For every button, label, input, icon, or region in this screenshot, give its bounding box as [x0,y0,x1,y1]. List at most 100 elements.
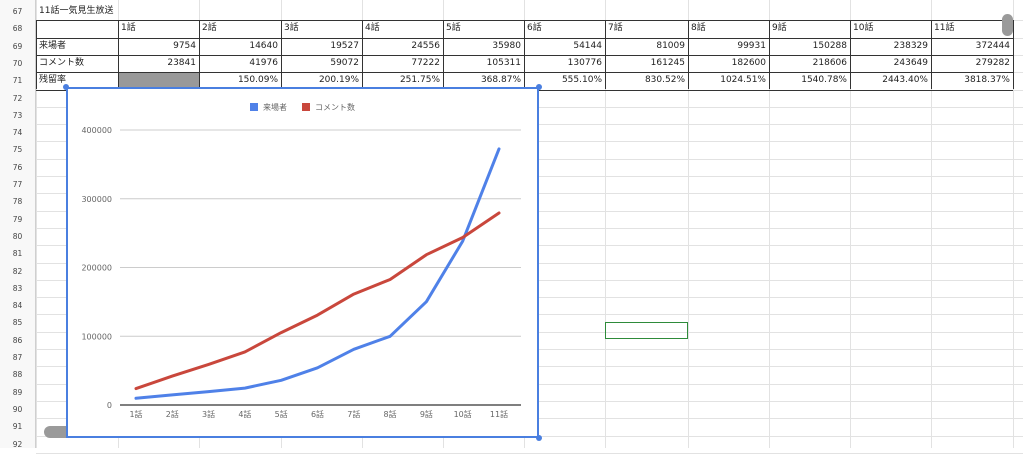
row-number[interactable]: 83 [12,283,23,293]
episode-header-cell[interactable]: 1話 [121,23,136,34]
vertical-scrollbar-thumb[interactable] [1002,14,1013,36]
episode-header-cell[interactable]: 9話 [772,23,787,34]
row-number[interactable]: 92 [12,439,23,449]
episode-header-cell[interactable]: 7話 [608,23,623,34]
value-cell[interactable]: 238329 [893,40,928,51]
row-number[interactable]: 86 [12,335,23,345]
table-border [931,20,932,89]
series-line-1[interactable] [134,147,501,400]
row-number[interactable]: 89 [12,387,23,397]
value-cell[interactable]: 161245 [650,57,685,68]
row-number[interactable]: 72 [12,93,23,103]
y-tick-label: 0 [107,401,112,410]
value-cell[interactable]: 372444 [975,40,1010,51]
value-cell[interactable]: 182600 [731,57,766,68]
row-header-gutter [0,0,36,448]
value-cell[interactable]: 19527 [330,40,359,51]
episode-header-cell[interactable]: 6話 [527,23,542,34]
value-cell[interactable]: 1540.78% [801,75,847,86]
table-border [850,20,851,89]
row-number[interactable]: 67 [12,7,23,16]
value-cell[interactable]: 2443.40% [882,75,928,86]
chart-resize-handle-top-left[interactable] [63,84,69,90]
row-number[interactable]: 81 [12,249,23,259]
active-cell-outline[interactable] [605,322,688,339]
row-number[interactable]: 82 [12,266,23,276]
row-label-cell[interactable]: 来場者 [39,40,67,51]
row-number[interactable]: 78 [12,197,23,207]
table-border [281,20,282,89]
value-cell[interactable]: 77222 [411,57,440,68]
value-cell[interactable]: 368.87% [480,75,521,86]
row-label-cell[interactable]: 残留率 [39,75,67,86]
x-tick-label: 10話 [454,409,472,419]
column-gridline [769,0,770,448]
legend-label[interactable]: 来場者 [263,102,287,112]
row-number[interactable]: 80 [12,231,23,241]
episode-header-cell[interactable]: 11話 [934,23,955,34]
column-gridline [931,0,932,448]
row-number[interactable]: 79 [12,214,23,224]
row-number[interactable]: 74 [12,128,23,138]
x-tick-label: 1話 [129,409,142,419]
value-cell[interactable]: 279282 [975,57,1010,68]
value-cell[interactable]: 99931 [737,40,766,51]
value-cell[interactable]: 150288 [812,40,847,51]
row-number[interactable]: 69 [12,41,23,51]
column-gridline [1013,0,1014,448]
row-label-cell[interactable]: コメント数 [39,57,85,68]
value-cell[interactable]: 9754 [173,40,196,51]
row-number[interactable]: 77 [12,180,23,189]
episode-header-cell[interactable]: 8話 [691,23,706,34]
episode-header-cell[interactable]: 2話 [202,23,217,34]
row-number[interactable]: 75 [12,145,23,155]
legend-label[interactable]: コメント数 [315,102,355,112]
y-tick-label: 100000 [81,332,112,341]
value-cell[interactable]: 1024.51% [720,75,766,86]
row-number[interactable]: 71 [12,76,23,86]
value-cell[interactable]: 555.10% [561,75,602,86]
row-number[interactable]: 90 [12,404,23,414]
episode-header-cell[interactable]: 3話 [284,23,299,34]
column-gridline [688,0,689,448]
episode-header-cell[interactable]: 5話 [446,23,461,34]
row-number[interactable]: 73 [12,110,23,120]
value-cell[interactable]: 218606 [812,57,847,68]
row-number[interactable]: 88 [12,370,23,380]
sheet-title-cell[interactable]: 11話一気見生放送 [39,6,114,16]
row-number[interactable]: 70 [12,58,23,68]
row-number[interactable]: 76 [12,162,23,172]
row-number[interactable]: 91 [12,422,23,432]
row-number[interactable]: 87 [12,353,23,362]
line-chart[interactable]: 0 100000 200000 300000 400000 1話 2話 3話 4話 5話 6話 7話 8… [66,87,539,438]
value-cell[interactable]: 251.75% [399,75,440,86]
row-number[interactable]: 68 [12,24,23,34]
chart-resize-handle-bottom-right[interactable] [536,435,542,441]
value-cell[interactable]: 130776 [567,57,602,68]
table-border [524,20,525,89]
value-cell[interactable]: 200.19% [318,75,359,86]
table-border [688,20,689,89]
value-cell[interactable]: 243649 [893,57,928,68]
episode-header-cell[interactable]: 10話 [853,23,874,34]
selected-grey-cell[interactable] [119,73,199,89]
value-cell[interactable]: 81009 [656,40,685,51]
value-cell[interactable]: 105311 [486,57,521,68]
row-number[interactable]: 84 [12,301,23,311]
value-cell[interactable]: 14640 [249,40,278,51]
episode-header-cell[interactable]: 4話 [365,23,380,34]
value-cell[interactable]: 54144 [573,40,602,51]
row-number[interactable]: 85 [12,318,23,328]
x-tick-label: 5話 [275,409,288,419]
value-cell[interactable]: 150.09% [237,75,278,86]
chart-canvas: 0 100000 200000 300000 400000 1話 2話 3話 4話 5話 6話 7話 8… [81,102,521,419]
value-cell[interactable]: 24556 [411,40,440,51]
value-cell[interactable]: 830.52% [644,75,685,86]
value-cell[interactable]: 59072 [330,57,359,68]
value-cell[interactable]: 35980 [492,40,521,51]
series-line-2[interactable] [134,211,501,391]
value-cell[interactable]: 3818.37% [964,75,1010,86]
value-cell[interactable]: 23841 [167,57,196,68]
chart-resize-handle-top-right[interactable] [536,84,542,90]
value-cell[interactable]: 41976 [249,57,278,68]
